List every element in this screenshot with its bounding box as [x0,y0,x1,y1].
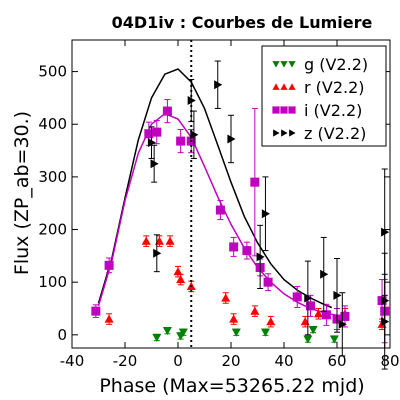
data-point [104,314,114,323]
legend-label: z (V2.2) [304,124,366,143]
chart-title: 04D1iv : Courbes de Lumiere [112,13,373,32]
legend-marker [288,83,296,90]
x-tick-label: -20 [113,352,138,370]
legend-marker [281,129,288,137]
y-tick-label: 300 [38,168,67,186]
data-point [144,129,154,139]
data-point [250,177,260,187]
legend-marker [289,129,296,137]
data-point [147,138,156,148]
data-point [178,328,188,337]
plot-area: -40 -20 0 20 40 60 80 0 100 200 300 400 500 [38,39,400,370]
data-point [263,277,273,287]
data-point [306,301,315,311]
data-point [165,236,175,245]
legend-marker [288,106,296,114]
data-point [190,130,199,140]
data-point [104,260,114,270]
x-tick-label: 40 [274,352,293,370]
x-tick-label: 60 [327,352,346,370]
data-point [292,292,302,302]
data-point [221,293,231,302]
legend: g (V2.2) r (V2.2) i (V2.2) z (V2.2) [261,45,387,147]
data-point [215,205,225,215]
legend-marker [272,83,280,90]
data-point [173,267,183,276]
legend-label: r (V2.2) [304,78,365,97]
y-tick-label: 500 [38,63,67,81]
x-tick-label: 0 [173,352,183,370]
legend-label: i (V2.2) [304,101,362,120]
data-point [152,127,162,137]
legend-marker [280,83,288,90]
data-point [304,293,313,303]
data-point [338,319,347,329]
legend-marker [288,61,296,68]
data-point [229,242,239,252]
data-point [308,325,318,335]
data-point [214,80,223,90]
data-point [150,159,159,169]
data-point [162,106,172,116]
y-tick-label: 0 [57,326,67,344]
legend-marker [272,61,280,68]
data-point [321,310,331,320]
data-point [229,314,239,323]
data-point [313,309,323,318]
data-point [227,134,236,144]
data-point [176,136,186,146]
x-tick-label: -40 [60,352,85,370]
data-point [333,290,342,300]
data-point [303,335,313,344]
data-point [152,333,162,342]
y-axis-label: Flux (ZP_ab=30.) [11,111,33,275]
data-point [340,311,350,321]
legend-marker [272,106,280,114]
data-point [250,306,260,315]
data-point [256,252,265,262]
data-point [141,236,151,245]
data-point [266,317,276,326]
x-tick-label: 80 [380,352,399,370]
data-point [176,275,186,284]
legend-marker [280,106,288,114]
data-point [320,269,329,279]
y-tick-label: 200 [38,221,67,239]
data-point [162,327,172,336]
legend-marker [273,129,280,137]
y-tick-label: 100 [38,273,67,291]
data-point [261,209,270,219]
x-tick-label: 20 [221,352,240,370]
legend-label: g (V2.2) [304,55,368,74]
data-point [242,246,252,256]
data-point [381,227,390,237]
data-point [260,328,270,337]
data-point [91,306,101,316]
data-point [329,335,339,344]
x-axis-label: Phase (Max=53265.22 mjd) [99,375,364,397]
data-point [231,328,241,337]
data-point [381,317,390,327]
legend-marker [280,61,288,68]
data-point [153,248,162,258]
y-tick-label: 400 [38,115,67,133]
